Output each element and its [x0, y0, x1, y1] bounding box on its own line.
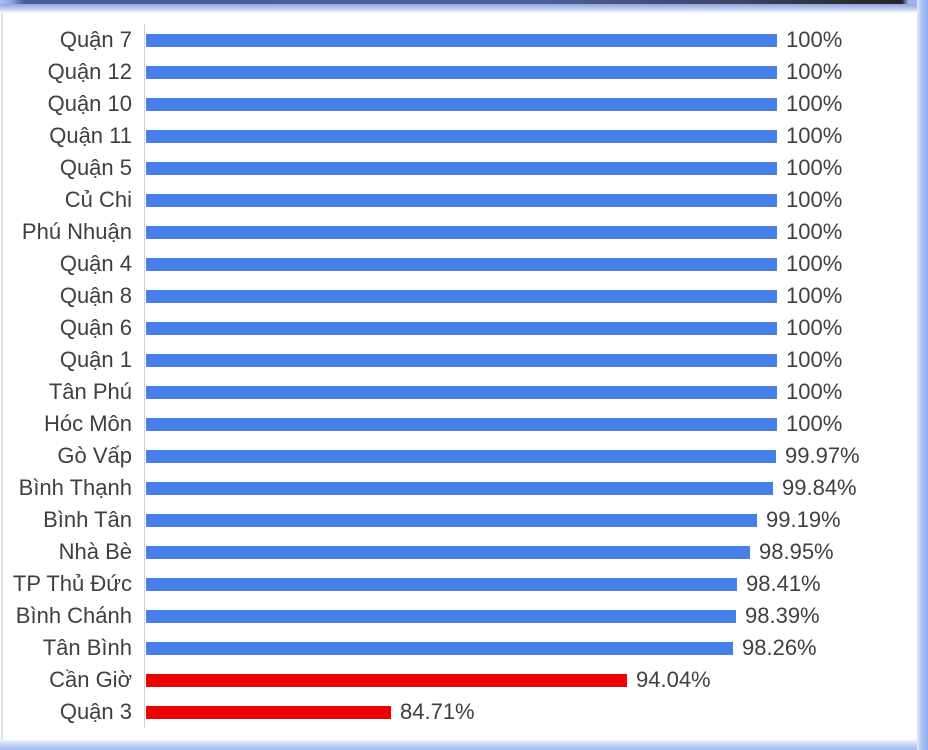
category-label: Bình Thạnh	[18, 475, 132, 500]
category-label: Quận 8	[59, 283, 132, 308]
bar	[146, 449, 776, 463]
value-label: 100%	[786, 219, 843, 244]
category-label: Quận 5	[59, 155, 132, 180]
category-label: Củ Chi	[64, 187, 132, 212]
bar	[146, 321, 777, 335]
chart-row: Gò Vấp 99.97%	[0, 440, 917, 472]
chart-row: Quận 10 100%	[0, 88, 917, 120]
chart-rows: Quận 7 100% Quận 12 100% Quận 10 100% Quận 11 1…	[0, 24, 917, 728]
category-label: Bình Tân	[43, 507, 132, 532]
window-top-border-dark-line	[0, 0, 928, 4]
bar	[146, 65, 777, 79]
value-label: 94.04%	[636, 667, 711, 692]
window-left-border	[1, 13, 3, 740]
value-label: 84.71%	[400, 699, 475, 724]
value-label: 98.26%	[742, 635, 817, 660]
bar-chart: Quận 7 100% Quận 12 100% Quận 10 100% Quận 11 1…	[0, 24, 917, 728]
category-label: Quận 10	[47, 91, 132, 116]
category-label: Nhà Bè	[58, 539, 132, 564]
category-label: TP Thủ Đức	[12, 571, 132, 596]
value-label: 99.84%	[782, 475, 857, 500]
bar	[146, 577, 737, 591]
chart-row: Củ Chi 100%	[0, 184, 917, 216]
category-label: Phú Nhuận	[21, 219, 132, 244]
value-label: 98.41%	[746, 571, 821, 596]
chart-row: Phú Nhuận 100%	[0, 216, 917, 248]
chart-row: TP Thủ Đức 98.41%	[0, 568, 917, 600]
bar	[146, 673, 627, 687]
chart-row: Bình Tân 99.19%	[0, 504, 917, 536]
value-label: 100%	[786, 27, 843, 52]
value-label: 100%	[786, 91, 843, 116]
category-label: Quận 1	[59, 347, 132, 372]
bar	[146, 289, 777, 303]
bar	[146, 193, 777, 207]
bar	[146, 385, 777, 399]
chart-row: Quận 4 100%	[0, 248, 917, 280]
chart-row: Cần Giờ 94.04%	[0, 664, 917, 696]
bar	[146, 705, 391, 719]
bar	[146, 353, 777, 367]
bar	[146, 417, 777, 431]
category-label: Quận 3	[59, 699, 132, 724]
value-label: 100%	[786, 187, 843, 212]
bar	[146, 161, 777, 175]
bar	[146, 545, 750, 559]
window-top-border	[0, 0, 928, 13]
category-label: Tân Phú	[48, 379, 132, 404]
category-label: Quận 12	[47, 59, 132, 84]
chart-row: Quận 1 100%	[0, 344, 917, 376]
category-label: Cần Giờ	[49, 667, 132, 692]
category-axis-line	[144, 24, 145, 728]
bar	[146, 129, 777, 143]
value-label: 99.97%	[785, 443, 860, 468]
category-label: Quận 7	[59, 27, 132, 52]
value-label: 100%	[786, 315, 843, 340]
value-label: 100%	[786, 123, 843, 148]
bar	[146, 481, 773, 495]
bar	[146, 33, 777, 47]
bar	[146, 513, 757, 527]
chart-row: Quận 6 100%	[0, 312, 917, 344]
chart-row: Bình Thạnh 99.84%	[0, 472, 917, 504]
category-label: Hóc Môn	[43, 411, 132, 436]
window-right-border	[917, 0, 928, 750]
value-label: 100%	[786, 347, 843, 372]
chart-row: Quận 12 100%	[0, 56, 917, 88]
category-label: Quận 4	[59, 251, 132, 276]
chart-row: Quận 7 100%	[0, 24, 917, 56]
chart-row: Bình Chánh 98.39%	[0, 600, 917, 632]
bar	[146, 641, 733, 655]
bar	[146, 97, 777, 111]
window-bottom-border	[0, 740, 917, 750]
chart-row: Tân Phú 100%	[0, 376, 917, 408]
category-label: Bình Chánh	[15, 603, 132, 628]
value-label: 100%	[786, 379, 843, 404]
chart-row: Quận 3 84.71%	[0, 696, 917, 728]
chart-row: Nhà Bè 98.95%	[0, 536, 917, 568]
value-label: 98.39%	[745, 603, 820, 628]
value-label: 99.19%	[766, 507, 841, 532]
category-label: Tân Bình	[42, 635, 132, 660]
value-label: 100%	[786, 59, 843, 84]
value-label: 98.95%	[759, 539, 834, 564]
category-label: Quận 6	[59, 315, 132, 340]
value-label: 100%	[786, 411, 843, 436]
category-label: Quận 11	[49, 123, 132, 148]
value-label: 100%	[786, 251, 843, 276]
chart-row: Hóc Môn 100%	[0, 408, 917, 440]
category-label: Gò Vấp	[57, 443, 132, 468]
bar	[146, 609, 736, 623]
value-label: 100%	[786, 155, 843, 180]
chart-row: Quận 11 100%	[0, 120, 917, 152]
bar	[146, 257, 777, 271]
chart-row: Tân Bình 98.26%	[0, 632, 917, 664]
chart-row: Quận 8 100%	[0, 280, 917, 312]
value-label: 100%	[786, 283, 843, 308]
bar	[146, 225, 777, 239]
chart-row: Quận 5 100%	[0, 152, 917, 184]
